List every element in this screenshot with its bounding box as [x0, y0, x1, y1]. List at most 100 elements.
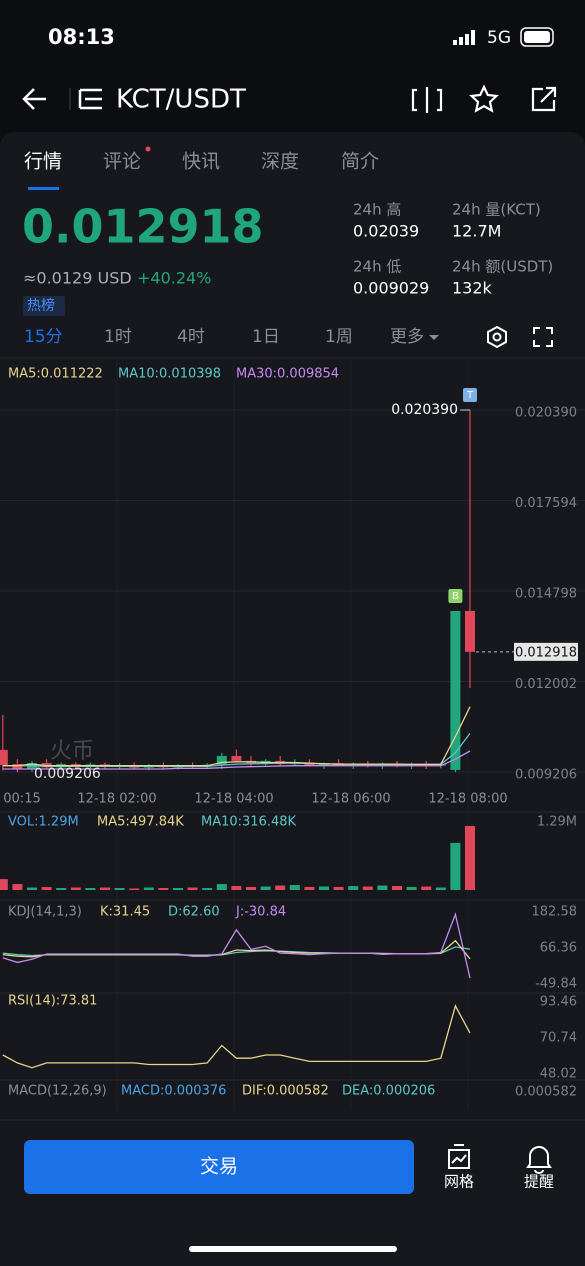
grid-icon[interactable]	[448, 1144, 470, 1169]
status-time: 08:13	[48, 25, 115, 49]
volume-bar	[0, 879, 8, 890]
buy-marker-bg	[448, 589, 463, 604]
interval-more[interactable]: 更多	[390, 327, 424, 347]
interval[interactable]: 1周	[325, 327, 353, 347]
volume-bar	[421, 886, 432, 890]
volume-bar	[70, 887, 81, 890]
volume-bar	[319, 886, 329, 890]
volume-bar	[12, 884, 23, 890]
y-tick-label: 0.020390	[515, 406, 577, 421]
tab[interactable]: 快讯	[182, 151, 220, 173]
volume-bar	[435, 887, 446, 890]
settings-icon-center	[492, 332, 502, 342]
volume-bar	[450, 842, 461, 890]
grid-label[interactable]: 网格	[444, 1173, 474, 1191]
stat-label: 24h 量(KCT)	[452, 201, 541, 219]
candle-body	[0, 749, 8, 766]
interval[interactable]: 1时	[104, 327, 132, 347]
kline-chart: 0.020390 0.017594 0.014798 0.012002 0.009206…	[0, 360, 585, 1110]
usd-price: ≈0.0129 USD	[23, 269, 132, 288]
low-label: 0.009206	[34, 766, 101, 782]
tab[interactable]: 简介	[341, 151, 379, 173]
trade-button[interactable]	[24, 1140, 414, 1194]
y-tick-label: 1.29M	[537, 815, 577, 830]
alert-icon[interactable]	[526, 1146, 552, 1174]
macd-label: MACD(12,26,9)	[8, 1084, 107, 1099]
ma30-line	[2, 750, 471, 770]
pair-title: KCT/USDT	[116, 85, 246, 115]
candle-body	[450, 611, 461, 770]
stat-label: 24h 高	[353, 201, 401, 219]
last-price: 0.012918	[22, 200, 264, 254]
volume-bar	[114, 888, 125, 890]
ma5-line	[2, 706, 471, 767]
rsi-label: RSI(14):73.81	[8, 994, 97, 1009]
status-network: 5G	[487, 28, 511, 48]
volume-bar	[202, 888, 213, 890]
fullscreen-icon[interactable]	[533, 327, 553, 347]
battery	[520, 27, 554, 47]
ma-label: MA30:0.009854	[236, 367, 339, 382]
stat-label: 24h 低	[353, 258, 401, 276]
menu-icon[interactable]	[78, 88, 102, 110]
buy-marker: B	[452, 591, 459, 602]
tab[interactable]: 深度	[261, 151, 299, 173]
stat-label: 24h 额(USDT)	[452, 258, 553, 276]
rsi-line	[2, 1004, 471, 1069]
x-tick-label: 12-18 02:00	[77, 792, 156, 807]
stat-value: 0.02039	[353, 222, 419, 241]
interval[interactable]: 4时	[177, 327, 205, 347]
volume-bar	[173, 888, 183, 890]
battery-level	[524, 31, 550, 43]
volume-bar	[333, 887, 344, 890]
alert-label[interactable]: 提醒	[524, 1173, 554, 1191]
volume-bar	[275, 885, 286, 890]
macd-label: DIF:0.000582	[242, 1084, 329, 1099]
settings-icon[interactable]	[487, 325, 507, 349]
favorite-icon[interactable]	[469, 84, 499, 113]
ma-label: MA10:0.010398	[118, 367, 221, 382]
volume-bar	[187, 887, 198, 890]
kdj-label: D:62.60	[168, 905, 220, 920]
volume-bar	[465, 826, 475, 890]
stat-value: 0.009029	[353, 279, 429, 298]
home-indicator	[189, 1246, 397, 1252]
y-tick-label: 0.017594	[515, 496, 577, 511]
stat-value: 132k	[452, 279, 493, 298]
ma-label: MA5:0.011222	[8, 367, 103, 382]
compare-icon[interactable]	[411, 87, 443, 113]
volume-bar	[85, 888, 96, 890]
candle-body	[231, 756, 242, 761]
kdj-label: KDJ(14,1,3)	[8, 905, 82, 920]
volume-bar	[289, 885, 300, 890]
dropdown-arrow	[429, 335, 439, 340]
stat-value: 12.7M	[452, 222, 501, 241]
tab[interactable]: 行情	[24, 151, 62, 173]
share-icon[interactable]	[531, 86, 557, 112]
y-tick-label: 0.009206	[515, 768, 577, 783]
last-price-label: 0.012918	[515, 645, 577, 660]
watermark: 火币	[50, 739, 94, 764]
volume-bar	[406, 887, 417, 890]
kdj-label: J:-30.84	[235, 905, 286, 920]
last-price-bg	[514, 642, 578, 661]
volume-bar	[260, 886, 271, 890]
interval[interactable]: 15分	[24, 327, 63, 347]
x-tick-label: 12-18 08:00	[428, 792, 507, 807]
y-tick-label: 0.012002	[515, 677, 577, 692]
volume-bar	[41, 887, 52, 890]
trade-label[interactable]: 交易	[200, 1156, 238, 1178]
volume-bar	[246, 887, 256, 890]
tab[interactable]: 评论	[103, 151, 141, 173]
macd-label: DEA:0.000206	[342, 1084, 435, 1099]
x-tick-label: 12-18 06:00	[311, 792, 390, 807]
back-button[interactable]	[22, 88, 46, 110]
volume-bar	[158, 888, 169, 890]
signal-icon	[453, 30, 475, 45]
volume-bar	[231, 886, 242, 890]
volume-bar	[377, 885, 388, 890]
interval[interactable]: 1日	[252, 327, 280, 347]
candle-body	[465, 611, 475, 652]
kdj-label: K:31.45	[100, 905, 150, 920]
